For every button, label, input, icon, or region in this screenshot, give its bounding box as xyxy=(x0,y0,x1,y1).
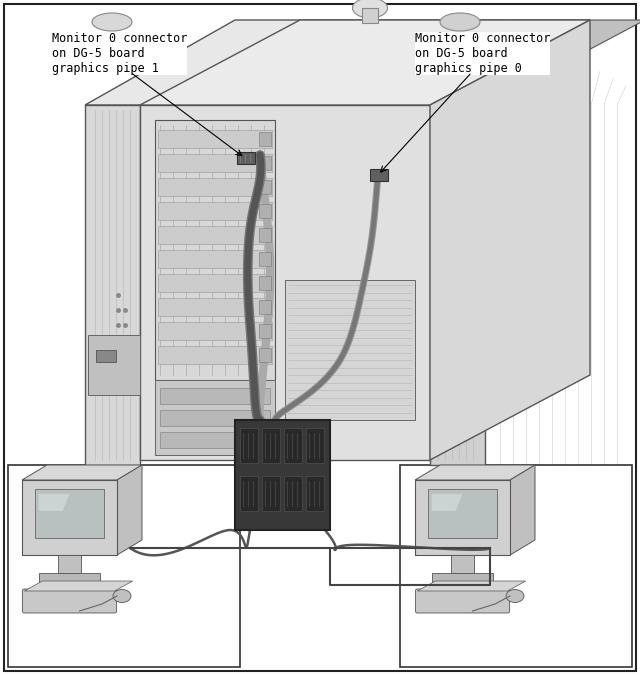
Polygon shape xyxy=(22,465,142,480)
Bar xyxy=(262,476,280,511)
Bar xyxy=(285,280,415,420)
Polygon shape xyxy=(38,494,70,511)
Bar xyxy=(240,476,258,511)
Bar xyxy=(158,226,272,244)
Bar xyxy=(158,202,272,220)
Bar xyxy=(259,348,271,362)
Bar xyxy=(158,274,272,292)
Bar xyxy=(430,105,485,465)
Bar xyxy=(415,480,510,555)
Polygon shape xyxy=(430,20,590,460)
Bar xyxy=(158,298,272,316)
Bar xyxy=(158,130,272,148)
Bar xyxy=(88,335,140,395)
Bar xyxy=(400,465,632,667)
Bar xyxy=(160,432,270,448)
Bar xyxy=(160,410,270,426)
Bar xyxy=(8,465,240,667)
Polygon shape xyxy=(140,20,590,105)
Polygon shape xyxy=(432,494,463,511)
Bar xyxy=(155,120,275,380)
Bar xyxy=(451,555,474,573)
Polygon shape xyxy=(117,465,142,555)
Bar xyxy=(259,300,271,314)
Bar xyxy=(85,105,140,465)
Ellipse shape xyxy=(92,13,132,31)
Bar xyxy=(38,573,100,583)
Polygon shape xyxy=(417,581,525,591)
Polygon shape xyxy=(510,465,535,555)
Bar xyxy=(259,276,271,290)
Bar xyxy=(158,250,272,268)
Bar xyxy=(259,324,271,338)
Bar xyxy=(140,105,430,460)
Polygon shape xyxy=(85,20,590,105)
Text: Monitor 0 connector
on DG-5 board
graphics pipe 0: Monitor 0 connector on DG-5 board graphi… xyxy=(415,32,550,75)
Bar xyxy=(158,154,272,172)
Bar xyxy=(259,180,271,194)
Bar xyxy=(240,428,258,463)
Bar xyxy=(35,489,104,538)
FancyBboxPatch shape xyxy=(415,589,509,613)
Bar xyxy=(160,388,270,404)
Text: Monitor 0 connector
on DG-5 board
graphics pipe 1: Monitor 0 connector on DG-5 board graphi… xyxy=(52,32,188,75)
Bar xyxy=(237,152,255,164)
Polygon shape xyxy=(415,465,535,480)
FancyBboxPatch shape xyxy=(22,589,116,613)
Ellipse shape xyxy=(113,589,131,603)
Bar xyxy=(306,428,324,463)
Bar xyxy=(96,350,116,362)
Polygon shape xyxy=(430,20,640,105)
Ellipse shape xyxy=(440,13,480,31)
Bar xyxy=(362,8,378,23)
Bar xyxy=(259,204,271,218)
FancyBboxPatch shape xyxy=(235,420,330,530)
Bar xyxy=(259,228,271,242)
Polygon shape xyxy=(24,581,132,591)
Bar xyxy=(22,480,117,555)
Bar xyxy=(158,322,272,340)
Bar xyxy=(284,476,302,511)
Bar xyxy=(158,346,272,364)
Bar xyxy=(428,489,497,538)
Bar xyxy=(158,178,272,196)
Bar xyxy=(431,573,493,583)
Bar xyxy=(370,169,388,181)
Bar xyxy=(155,380,275,455)
Bar xyxy=(284,428,302,463)
Bar xyxy=(259,156,271,170)
Bar xyxy=(306,476,324,511)
Bar xyxy=(259,252,271,266)
Bar xyxy=(259,132,271,146)
Bar xyxy=(58,555,81,573)
Ellipse shape xyxy=(506,589,524,603)
Ellipse shape xyxy=(353,0,387,18)
Bar xyxy=(262,428,280,463)
